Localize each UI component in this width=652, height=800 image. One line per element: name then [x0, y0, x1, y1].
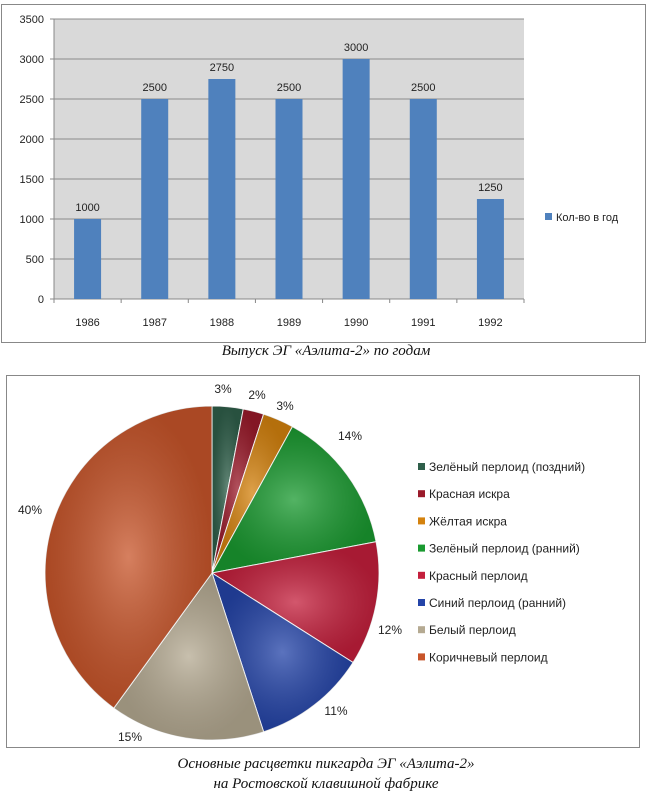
pie-chart-caption-line1: Основные расцветки пикгарда ЭГ «Аэлита-2…	[177, 756, 475, 772]
bar-value-label: 2500	[277, 82, 301, 94]
x-tick-label: 1988	[210, 317, 234, 329]
y-tick-label: 3000	[20, 54, 44, 66]
pie-chart-caption-line2: на Ростовской клавишной фабрике	[213, 776, 439, 792]
x-tick-label: 1986	[75, 317, 99, 329]
pie-slice-shading	[212, 414, 293, 573]
bar	[74, 219, 102, 299]
bar	[275, 99, 303, 299]
pie-data-label: 12%	[378, 623, 402, 637]
bar-value-label: 2500	[142, 82, 166, 94]
pie-data-label: 3%	[214, 382, 232, 396]
pie-data-label: 40%	[18, 503, 42, 517]
bar-value-label: 1250	[478, 182, 502, 194]
pie-legend-swatch	[418, 463, 425, 470]
pie-legend-label: Жёлтая искра	[429, 514, 507, 528]
bar-value-label: 2500	[411, 82, 435, 94]
pie-legend-swatch	[418, 517, 425, 525]
pie-legend-label: Коричневый перлоид	[429, 650, 548, 664]
y-tick-label: 1000	[20, 214, 44, 226]
bar-value-label: 3000	[344, 42, 368, 54]
pie-legend-swatch	[418, 599, 425, 606]
pie-slice-shading	[212, 541, 379, 663]
bar	[476, 199, 504, 299]
pie-legend-label: Красный перлоид	[429, 569, 528, 583]
pie-data-label: 14%	[338, 429, 362, 443]
bar-value-label: 2750	[210, 62, 234, 74]
x-tick-label: 1989	[277, 317, 301, 329]
y-tick-label: 3500	[20, 14, 44, 26]
bar-chart-caption: Выпуск ЭГ «Аэлита-2» по годам	[221, 343, 431, 359]
pie-legend-label: Синий перлоид (ранний)	[429, 596, 566, 610]
bar	[409, 99, 437, 299]
pie-slice-shading	[212, 426, 377, 573]
pie-legend-swatch	[418, 544, 425, 552]
pie-legend-label: Красная искра	[429, 487, 510, 501]
pie-legend-swatch	[418, 571, 425, 579]
x-tick-label: 1991	[411, 317, 435, 329]
bar	[141, 99, 169, 299]
x-tick-label: 1992	[478, 317, 502, 329]
pie-data-label: 2%	[248, 388, 266, 402]
pie-legend-label: Зелёный перлоид (поздний)	[429, 460, 585, 474]
pie-data-label: 11%	[324, 704, 347, 718]
pie-legend-label: Белый перлоид	[429, 623, 516, 637]
bar	[342, 59, 370, 299]
pie-slice-shading	[45, 406, 212, 709]
y-tick-label: 1500	[20, 174, 44, 186]
pie-data-label: 3%	[276, 399, 294, 413]
x-tick-label: 1987	[142, 317, 166, 329]
y-tick-label: 2000	[20, 134, 44, 146]
pie-legend-label: Зелёный перлоид (ранний)	[429, 542, 580, 556]
y-tick-label: 0	[38, 294, 44, 306]
x-tick-label: 1990	[344, 317, 368, 329]
pie-legend-swatch	[418, 653, 425, 661]
pie-slice-shading	[113, 573, 264, 740]
bar-legend-label: Кол-во в год	[556, 212, 619, 224]
pie-legend-swatch	[418, 490, 425, 498]
bar	[208, 79, 236, 299]
y-tick-label: 2500	[20, 94, 44, 106]
pie-slice-shading	[212, 573, 354, 732]
bar-value-label: 1000	[75, 202, 99, 214]
pie-legend-swatch	[418, 626, 425, 634]
y-tick-label: 500	[26, 254, 44, 266]
bar-legend-swatch	[545, 213, 552, 220]
pie-data-label: 15%	[118, 730, 142, 744]
